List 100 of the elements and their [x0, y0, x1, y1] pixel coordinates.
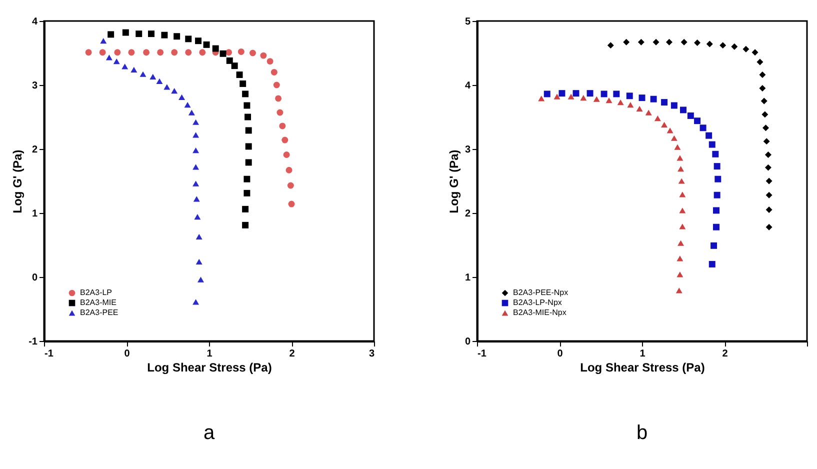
legend-label: B2A3-MIE-Npx — [513, 308, 566, 317]
point — [762, 124, 769, 132]
point — [150, 74, 156, 80]
point — [156, 78, 163, 84]
point — [700, 124, 706, 132]
point — [764, 152, 772, 158]
point — [676, 288, 682, 294]
point — [742, 46, 750, 52]
point — [694, 118, 701, 124]
y-tick-label: 0 — [464, 336, 471, 348]
point — [764, 164, 772, 171]
point — [128, 49, 135, 56]
point — [766, 192, 772, 198]
point — [199, 49, 206, 56]
point — [678, 166, 684, 172]
point — [756, 58, 764, 66]
point — [714, 163, 720, 170]
point — [276, 109, 284, 116]
point — [666, 128, 674, 134]
point — [654, 115, 661, 122]
point — [192, 132, 200, 138]
text: a — [203, 422, 216, 444]
x-tick-label: 3 — [368, 348, 375, 360]
point — [760, 98, 768, 104]
point — [245, 159, 252, 166]
point — [100, 38, 107, 44]
point — [544, 90, 550, 98]
point — [627, 102, 634, 108]
point — [242, 206, 249, 212]
point — [249, 50, 256, 56]
point — [714, 176, 722, 182]
point — [572, 90, 580, 97]
point — [286, 166, 292, 174]
y-tick-label: 4 — [32, 16, 38, 28]
point — [538, 96, 545, 102]
point — [708, 260, 716, 268]
point — [712, 150, 719, 158]
point — [679, 208, 686, 214]
y-tick-label: 2 — [464, 208, 471, 220]
point — [679, 224, 686, 230]
point — [720, 42, 726, 49]
point — [122, 64, 128, 70]
y-tick-label: 1 — [32, 208, 38, 220]
legend-label: B2A3-LP-Npx — [513, 298, 562, 307]
point — [652, 38, 660, 46]
point — [607, 42, 614, 49]
point — [185, 49, 192, 56]
point — [661, 99, 668, 106]
point — [623, 38, 630, 46]
x-tick-label: 0 — [124, 348, 130, 360]
point — [638, 38, 644, 46]
x-tick-label: 2 — [289, 348, 296, 360]
point — [113, 58, 120, 64]
point — [666, 38, 672, 46]
point — [580, 94, 587, 101]
point — [171, 88, 178, 94]
point — [178, 94, 186, 100]
point — [762, 111, 768, 118]
point — [606, 98, 612, 104]
point — [185, 36, 192, 42]
point — [99, 49, 106, 56]
point — [244, 114, 252, 120]
point — [226, 57, 233, 64]
point — [283, 152, 290, 158]
point — [282, 136, 288, 144]
point — [554, 94, 560, 100]
point — [122, 29, 129, 36]
point — [242, 222, 249, 228]
point — [136, 30, 142, 38]
y-tick-label: 5 — [464, 16, 471, 28]
point — [593, 96, 600, 102]
legend-label: B2A3-PEE — [80, 308, 118, 317]
y-tick-label: 1 — [464, 272, 471, 284]
point — [650, 96, 657, 102]
point — [171, 49, 178, 56]
point — [143, 49, 150, 56]
point — [636, 106, 643, 112]
point — [140, 71, 146, 77]
point — [192, 147, 200, 154]
point — [212, 45, 219, 52]
point — [266, 58, 274, 65]
point — [680, 38, 688, 46]
point — [198, 276, 204, 282]
point — [188, 110, 195, 116]
y-tick-label: 0 — [32, 272, 38, 284]
point — [708, 141, 716, 148]
point — [678, 178, 685, 184]
x-tick-label: 0 — [557, 348, 564, 360]
point — [242, 90, 249, 98]
point — [130, 66, 138, 72]
point — [679, 192, 686, 198]
point — [195, 38, 202, 44]
point — [645, 110, 652, 116]
legend-label: B2A3-MIE — [80, 298, 116, 307]
point — [196, 234, 202, 240]
point — [626, 92, 633, 100]
x-tick-label: -1 — [478, 348, 487, 360]
point — [148, 30, 154, 38]
point — [600, 90, 608, 98]
point — [287, 182, 294, 189]
